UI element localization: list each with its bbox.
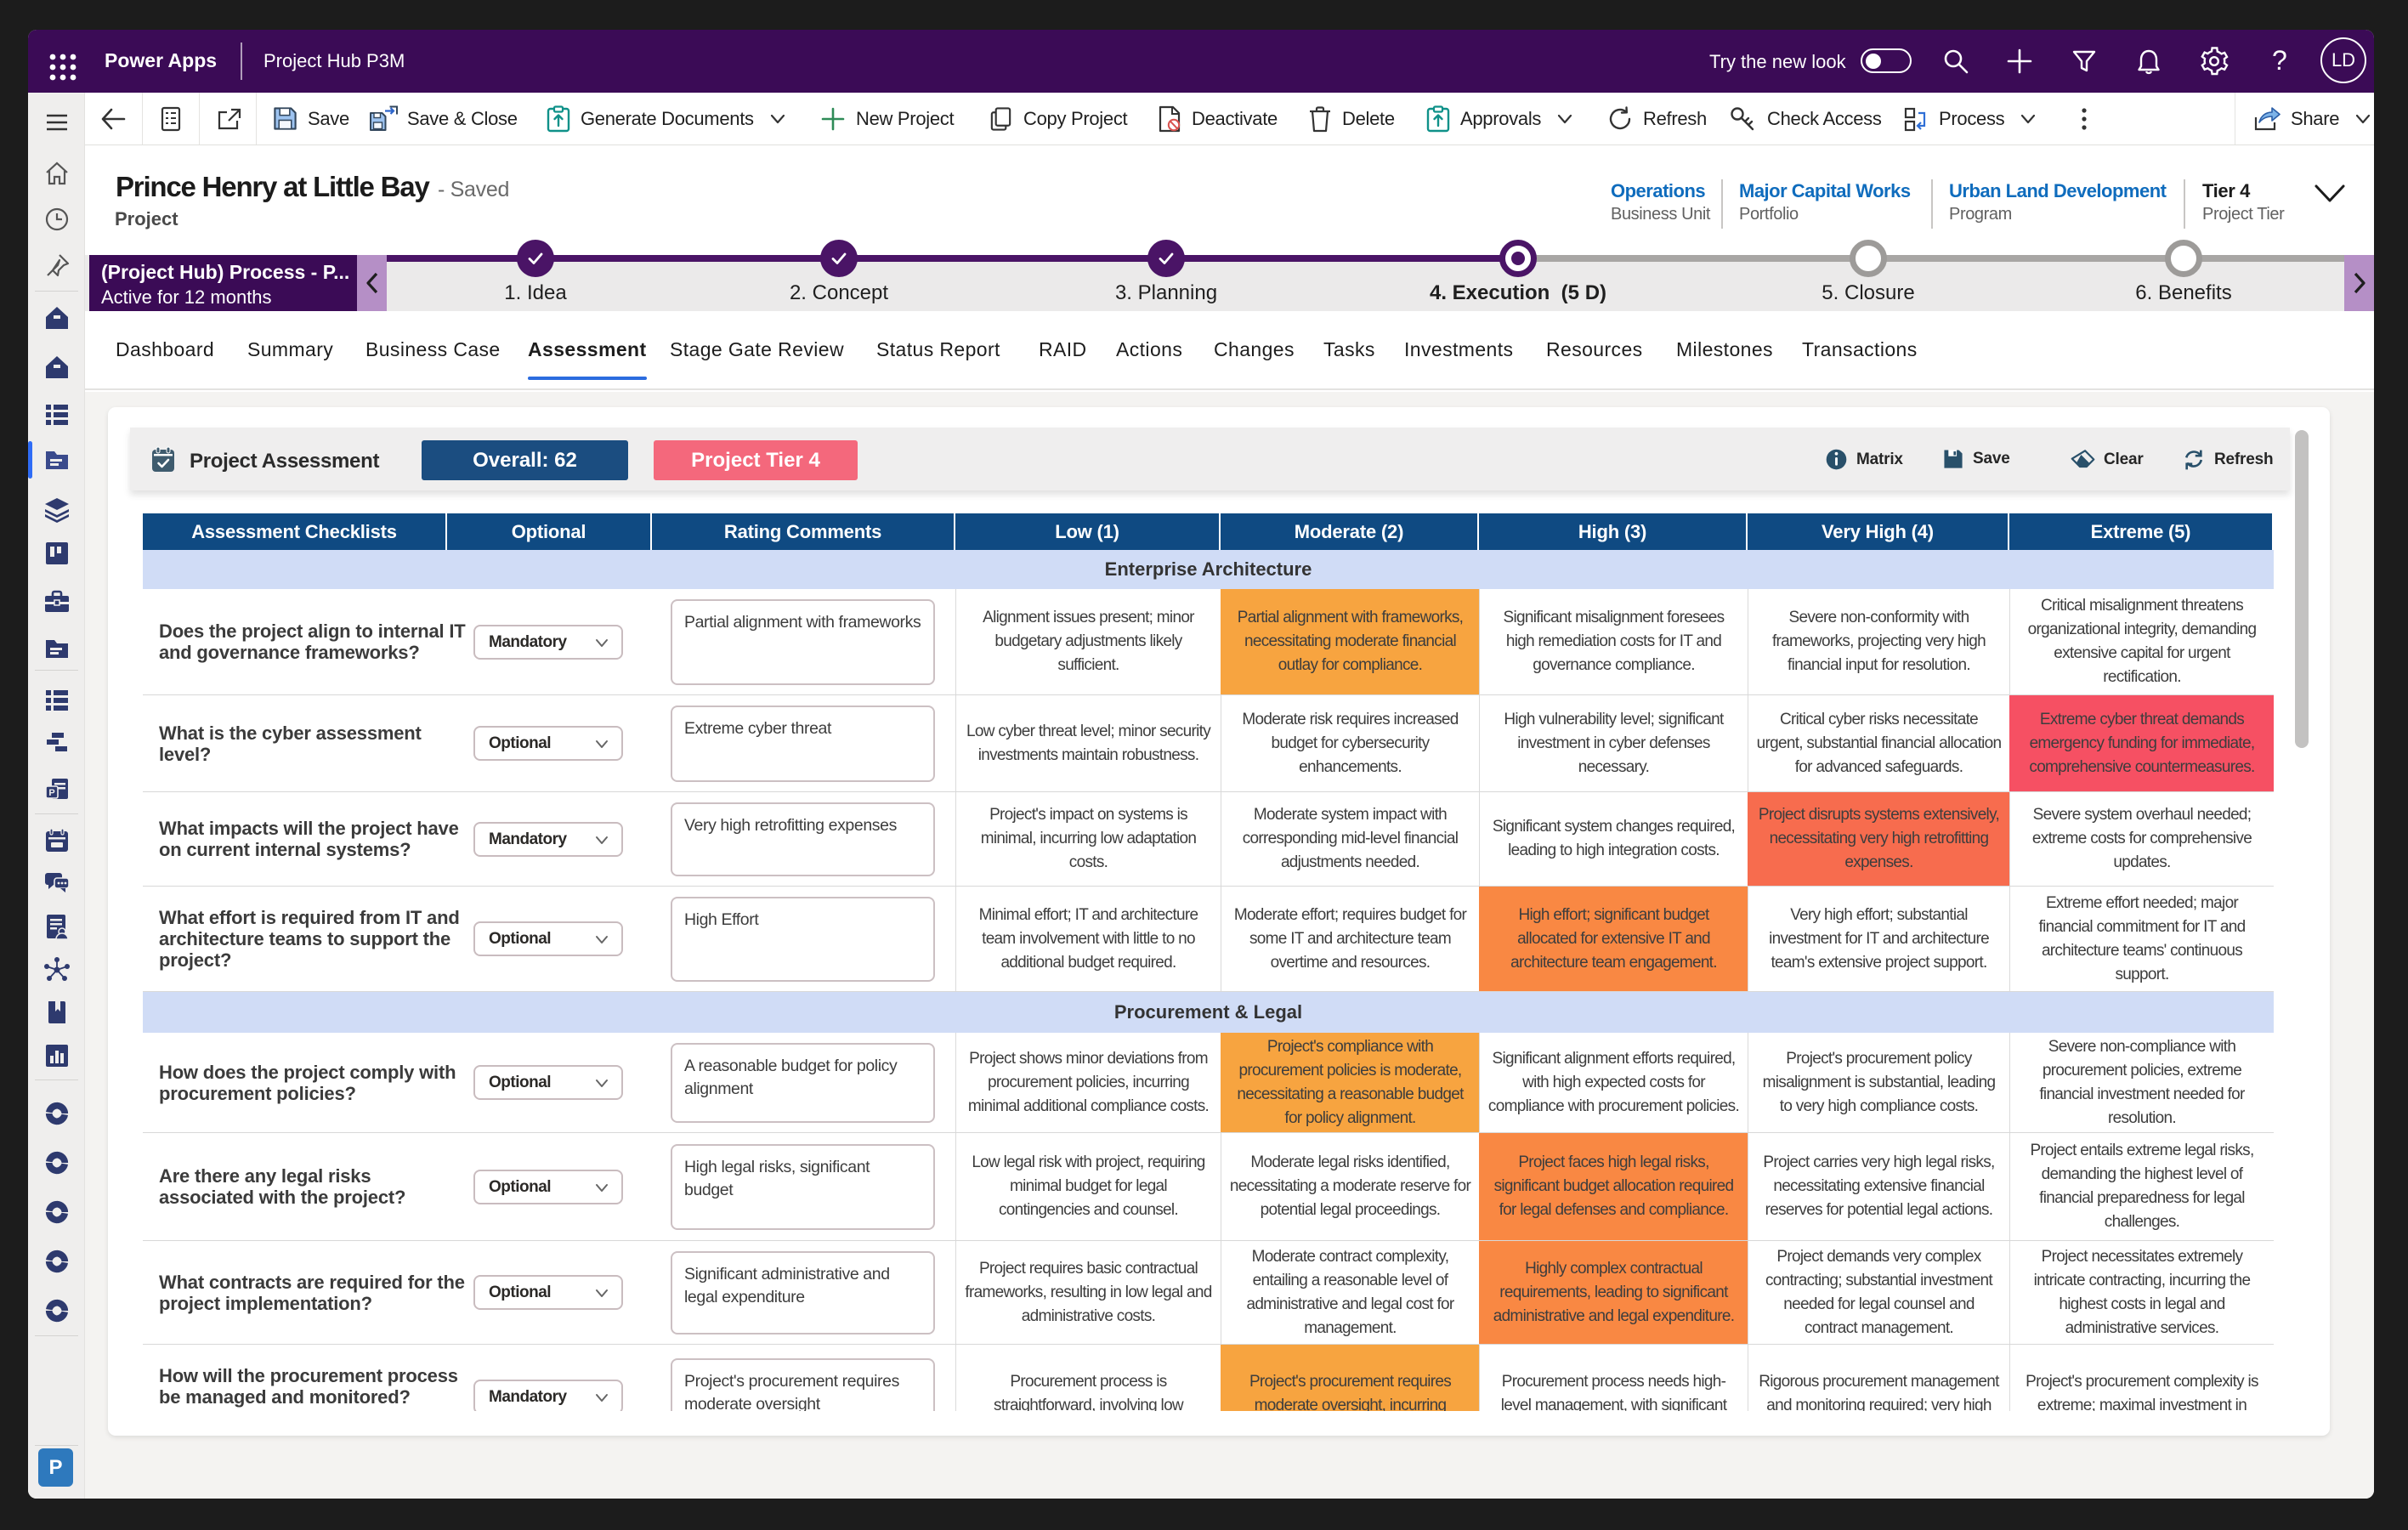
svg-text:P: P bbox=[48, 788, 54, 798]
